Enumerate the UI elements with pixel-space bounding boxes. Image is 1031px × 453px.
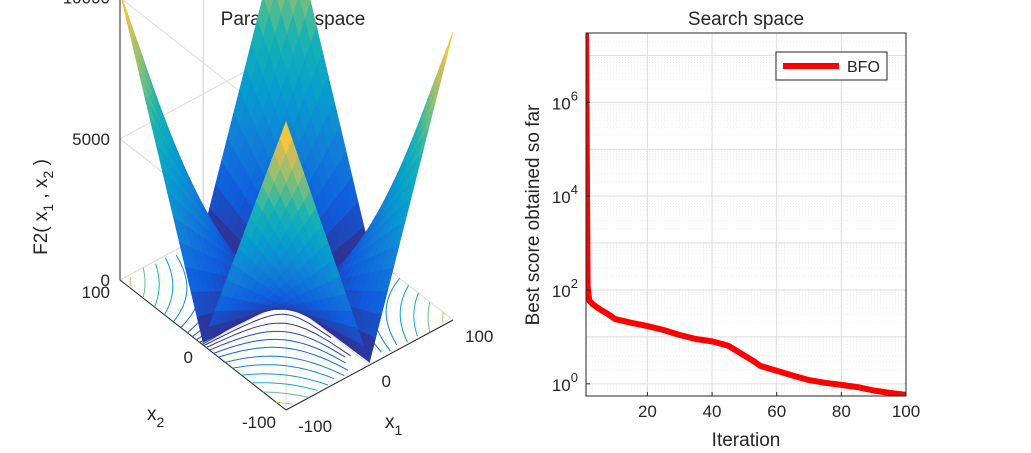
x2-tick-label: -100 <box>242 413 276 432</box>
convergence-plot: Search space 20 40 60 80 100 100 102 104 106 Ite… <box>523 9 920 451</box>
y-tick-label: 106 <box>552 88 578 113</box>
surface-face <box>279 121 293 155</box>
x-tick-label: 40 <box>703 402 722 421</box>
z-tick-label: 5000 <box>72 130 110 149</box>
x1-tick-label: 0 <box>382 372 391 391</box>
z-tick-label: 10000 <box>63 0 110 8</box>
f2-axis-label: F2( x1 , x2 ) <box>31 159 56 255</box>
legend: BFO <box>775 51 888 81</box>
best-score-axis-label: Best score obtained so far <box>523 104 544 325</box>
contour-line <box>413 292 419 337</box>
line-grid <box>586 32 907 396</box>
plot-frame <box>585 32 907 397</box>
y-tick-label: 100 <box>552 370 578 395</box>
contour-line <box>232 364 335 380</box>
contour-line <box>225 355 345 377</box>
contour-line <box>262 391 309 398</box>
contour-line <box>206 322 352 357</box>
line-tick-labels: 20 40 60 80 100 100 102 104 106 <box>552 88 920 421</box>
x2-axis-label: x2 <box>147 404 165 430</box>
z-tick-label: 0 <box>101 271 110 290</box>
contour-line <box>173 254 188 323</box>
x2-tick-label: 100 <box>82 283 110 302</box>
contour-line <box>209 330 346 358</box>
x1-axis-label: x1 <box>385 412 403 438</box>
iteration-axis-label: Iteration <box>712 430 781 451</box>
y-tick-label: 104 <box>552 182 578 207</box>
legend-label-bfo: BFO <box>847 59 880 76</box>
y-tick-label: 102 <box>552 276 578 301</box>
x1-tick-label: -100 <box>298 417 332 436</box>
contour-line <box>251 382 318 391</box>
contour-line <box>218 346 349 371</box>
surface-face <box>125 16 139 57</box>
bfo-series-line <box>586 33 906 396</box>
contour-line <box>241 373 329 386</box>
contour-line <box>203 313 332 347</box>
contour-line <box>154 263 160 308</box>
surface-mesh <box>121 0 454 364</box>
x1-tick-label: 100 <box>465 327 493 346</box>
contour-line <box>276 401 293 405</box>
x-tick-label: 100 <box>892 402 920 421</box>
contour-line <box>163 257 174 316</box>
surface-face <box>440 31 454 71</box>
x-tick-label: 60 <box>767 402 786 421</box>
surface-plot: Parameter space 0500010000-1000100-10001… <box>31 0 493 438</box>
surface-face <box>434 55 448 93</box>
contour-line <box>427 301 431 333</box>
x-tick-label: 80 <box>832 402 851 421</box>
contour-line <box>385 277 400 346</box>
contour-line <box>142 267 146 299</box>
x-tick-label: 20 <box>638 402 657 421</box>
contour-line <box>213 338 347 364</box>
x2-tick-label: 0 <box>184 348 193 367</box>
contour-line <box>399 284 410 343</box>
convergence-title: Search space <box>688 9 804 30</box>
